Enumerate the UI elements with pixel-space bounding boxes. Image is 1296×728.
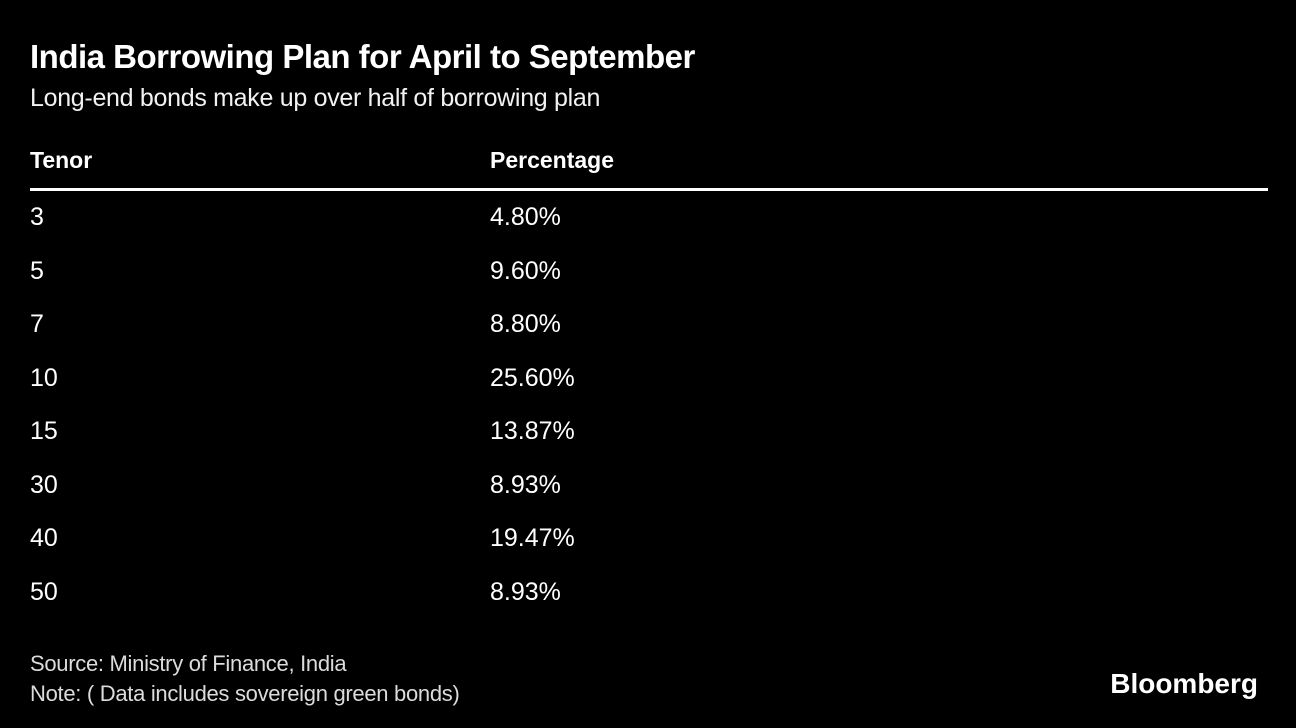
tenor-cell: 7 (30, 310, 44, 339)
column-header-percentage: Percentage (490, 147, 615, 173)
page-title: India Borrowing Plan for April to Septem… (30, 38, 695, 75)
percentage-cell: 13.87% (490, 417, 575, 446)
tenor-cell: 15 (30, 417, 58, 446)
percentage-cell: 8.80% (490, 310, 561, 339)
tenor-cell: 30 (30, 470, 58, 499)
page-subtitle: Long-end bonds make up over half of borr… (30, 84, 601, 112)
tenor-cell: 3 (30, 203, 44, 232)
table-row: 5 9.60% (30, 245, 1268, 299)
table-row: 50 8.93% (30, 566, 1268, 620)
table-row: 40 19.47% (30, 512, 1268, 566)
table-row: 10 25.60% (30, 352, 1268, 406)
tenor-percentage-table: Tenor Percentage 3 4.80% 5 9.60% 7 8.80%… (30, 147, 1268, 619)
chart-footer: Source: Ministry of Finance, India Note:… (30, 649, 1268, 709)
tenor-cell: 5 (30, 256, 44, 285)
column-header-tenor: Tenor (30, 147, 93, 173)
percentage-cell: 9.60% (490, 256, 561, 285)
tenor-cell: 10 (30, 363, 58, 392)
source-line: Source: Ministry of Finance, India (30, 651, 347, 676)
table-header-row: Tenor Percentage (30, 147, 1268, 191)
tenor-cell: 50 (30, 577, 58, 606)
percentage-cell: 25.60% (490, 363, 575, 392)
tenor-cell: 40 (30, 524, 58, 553)
bloomberg-logo: Bloomberg (1110, 668, 1258, 699)
percentage-cell: 4.80% (490, 203, 561, 232)
table-row: 7 8.80% (30, 298, 1268, 352)
table-row: 15 13.87% (30, 405, 1268, 459)
percentage-cell: 19.47% (490, 524, 575, 553)
table-row: 3 4.80% (30, 191, 1268, 245)
note-line: Note: ( Data includes sovereign green bo… (30, 681, 460, 706)
table-row: 30 8.93% (30, 459, 1268, 513)
percentage-cell: 8.93% (490, 577, 561, 606)
percentage-cell: 8.93% (490, 470, 561, 499)
